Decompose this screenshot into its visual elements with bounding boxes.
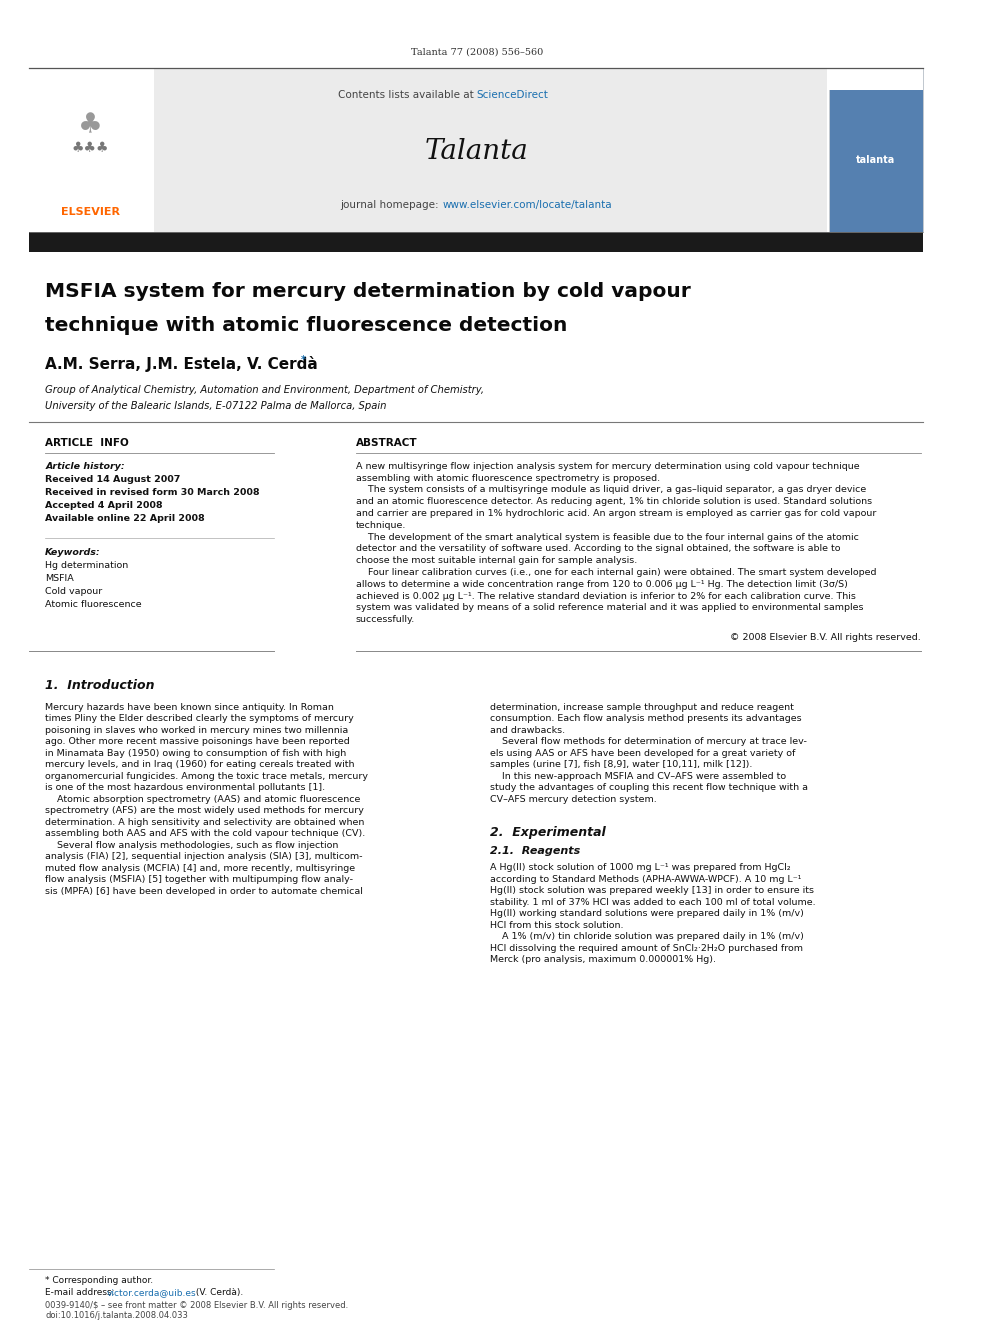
Text: successfully.: successfully. — [356, 615, 415, 624]
Text: spectrometry (AFS) are the most widely used methods for mercury: spectrometry (AFS) are the most widely u… — [46, 807, 364, 815]
Text: Article history:: Article history: — [46, 462, 125, 471]
Text: Several flow methods for determination of mercury at trace lev-: Several flow methods for determination o… — [490, 737, 807, 746]
Bar — [29, 232, 923, 251]
Text: ELSEVIER: ELSEVIER — [61, 206, 120, 217]
Text: Accepted 4 April 2008: Accepted 4 April 2008 — [46, 501, 163, 509]
Text: 2.1.  Reagents: 2.1. Reagents — [490, 847, 580, 856]
Text: assembling with atomic fluorescence spectrometry is proposed.: assembling with atomic fluorescence spec… — [356, 474, 660, 483]
Text: 0039-9140/$ – see front matter © 2008 Elsevier B.V. All rights reserved.: 0039-9140/$ – see front matter © 2008 El… — [46, 1302, 348, 1311]
Text: flow analysis (MSFIA) [5] together with multipumping flow analy-: flow analysis (MSFIA) [5] together with … — [46, 876, 353, 884]
Text: Group of Analytical Chemistry, Automation and Environment, Department of Chemist: Group of Analytical Chemistry, Automatio… — [46, 385, 484, 394]
Text: ARTICLE  INFO: ARTICLE INFO — [46, 438, 129, 447]
Text: Talanta 77 (2008) 556–560: Talanta 77 (2008) 556–560 — [411, 48, 543, 57]
Text: poisoning in slaves who worked in mercury mines two millennia: poisoning in slaves who worked in mercur… — [46, 726, 348, 734]
Text: els using AAS or AFS have been developed for a great variety of: els using AAS or AFS have been developed… — [490, 749, 796, 758]
Text: system was validated by means of a solid reference material and it was applied t: system was validated by means of a solid… — [356, 603, 863, 613]
Text: The system consists of a multisyringe module as liquid driver, a gas–liquid sepa: The system consists of a multisyringe mo… — [356, 486, 866, 495]
Text: and an atomic fluorescence detector. As reducing agent, 1% tin chloride solution: and an atomic fluorescence detector. As … — [356, 497, 872, 507]
Text: Several flow analysis methodologies, such as flow injection: Several flow analysis methodologies, suc… — [46, 841, 338, 849]
Text: Cold vapour: Cold vapour — [46, 587, 102, 595]
Text: A new multisyringe flow injection analysis system for mercury determination usin: A new multisyringe flow injection analys… — [356, 462, 859, 471]
Text: In this new-approach MSFIA and CV–AFS were assembled to: In this new-approach MSFIA and CV–AFS we… — [490, 771, 787, 781]
Text: victor.cerda@uib.es: victor.cerda@uib.es — [107, 1289, 196, 1298]
Text: Merck (pro analysis, maximum 0.000001% Hg).: Merck (pro analysis, maximum 0.000001% H… — [490, 955, 716, 964]
Text: according to Standard Methods (APHA-AWWA-WPCF). A 10 mg L⁻¹: according to Standard Methods (APHA-AWWA… — [490, 875, 802, 884]
Text: analysis (FIA) [2], sequential injection analysis (SIA) [3], multicom-: analysis (FIA) [2], sequential injection… — [46, 852, 363, 861]
Text: MSFIA: MSFIA — [46, 574, 74, 582]
Text: 1.  Introduction: 1. Introduction — [46, 679, 155, 692]
Text: determination. A high sensitivity and selectivity are obtained when: determination. A high sensitivity and se… — [46, 818, 364, 827]
Text: allows to determine a wide concentration range from 120 to 0.006 μg L⁻¹ Hg. The : allows to determine a wide concentration… — [356, 579, 847, 589]
Text: Talanta: Talanta — [425, 139, 529, 165]
Text: ♣♣♣: ♣♣♣ — [71, 142, 109, 155]
Bar — [154, 67, 826, 232]
Text: Contents lists available at: Contents lists available at — [337, 90, 477, 101]
Text: doi:10.1016/j.talanta.2008.04.033: doi:10.1016/j.talanta.2008.04.033 — [46, 1311, 188, 1320]
Text: Mercury hazards have been known since antiquity. In Roman: Mercury hazards have been known since an… — [46, 703, 334, 712]
Text: © 2008 Elsevier B.V. All rights reserved.: © 2008 Elsevier B.V. All rights reserved… — [730, 632, 921, 642]
Text: HCl dissolving the required amount of SnCl₂·2H₂O purchased from: HCl dissolving the required amount of Sn… — [490, 943, 804, 953]
Text: Four linear calibration curves (i.e., one for each internal gain) were obtained.: Four linear calibration curves (i.e., on… — [356, 568, 876, 577]
Text: study the advantages of coupling this recent flow technique with a: study the advantages of coupling this re… — [490, 783, 808, 792]
Text: *: * — [301, 355, 306, 365]
Text: ♣: ♣ — [78, 111, 103, 139]
Text: times Pliny the Elder described clearly the symptoms of mercury: times Pliny the Elder described clearly … — [46, 714, 354, 724]
Bar — [828, 67, 923, 232]
Text: ABSTRACT: ABSTRACT — [356, 438, 418, 447]
Text: ScienceDirect: ScienceDirect — [477, 90, 549, 101]
Text: Available online 22 April 2008: Available online 22 April 2008 — [46, 513, 205, 523]
Text: HCl from this stock solution.: HCl from this stock solution. — [490, 921, 624, 930]
Text: Keywords:: Keywords: — [46, 548, 101, 557]
Text: 2.  Experimental: 2. Experimental — [490, 827, 606, 839]
Text: samples (urine [7], fish [8,9], water [10,11], milk [12]).: samples (urine [7], fish [8,9], water [1… — [490, 761, 753, 770]
Text: Received 14 August 2007: Received 14 August 2007 — [46, 475, 181, 484]
Text: www.elsevier.com/locate/talanta: www.elsevier.com/locate/talanta — [442, 200, 612, 210]
Text: technique with atomic fluorescence detection: technique with atomic fluorescence detec… — [46, 316, 567, 335]
Text: talanta: talanta — [856, 155, 896, 165]
Text: A Hg(II) stock solution of 1000 mg L⁻¹ was prepared from HgCl₂: A Hg(II) stock solution of 1000 mg L⁻¹ w… — [490, 864, 791, 872]
Text: MSFIA system for mercury determination by cold vapour: MSFIA system for mercury determination b… — [46, 282, 691, 302]
Text: Hg(II) working standard solutions were prepared daily in 1% (m/v): Hg(II) working standard solutions were p… — [490, 909, 805, 918]
Text: is one of the most hazardous environmental pollutants [1].: is one of the most hazardous environment… — [46, 783, 325, 792]
Text: mercury levels, and in Iraq (1960) for eating cereals treated with: mercury levels, and in Iraq (1960) for e… — [46, 761, 355, 770]
Text: assembling both AAS and AFS with the cold vapour technique (CV).: assembling both AAS and AFS with the col… — [46, 830, 365, 839]
Text: achieved is 0.002 μg L⁻¹. The relative standard deviation is inferior to 2% for : achieved is 0.002 μg L⁻¹. The relative s… — [356, 591, 855, 601]
Text: in Minamata Bay (1950) owing to consumption of fish with high: in Minamata Bay (1950) owing to consumpt… — [46, 749, 346, 758]
Text: sis (MPFA) [6] have been developed in order to automate chemical: sis (MPFA) [6] have been developed in or… — [46, 886, 363, 896]
Text: University of the Balearic Islands, E-07122 Palma de Mallorca, Spain: University of the Balearic Islands, E-07… — [46, 401, 387, 411]
Text: CV–AFS mercury detection system.: CV–AFS mercury detection system. — [490, 795, 657, 804]
Text: organomercurial fungicides. Among the toxic trace metals, mercury: organomercurial fungicides. Among the to… — [46, 771, 368, 781]
Text: (V. Cerdà).: (V. Cerdà). — [193, 1289, 243, 1298]
Text: and drawbacks.: and drawbacks. — [490, 726, 565, 734]
Text: A 1% (m/v) tin chloride solution was prepared daily in 1% (m/v): A 1% (m/v) tin chloride solution was pre… — [490, 933, 805, 942]
Text: * Corresponding author.: * Corresponding author. — [46, 1277, 154, 1286]
Text: journal homepage:: journal homepage: — [340, 200, 442, 210]
Text: choose the most suitable internal gain for sample analysis.: choose the most suitable internal gain f… — [356, 556, 637, 565]
Bar — [828, 0, 923, 90]
Text: technique.: technique. — [356, 521, 406, 529]
Text: stability. 1 ml of 37% HCl was added to each 100 ml of total volume.: stability. 1 ml of 37% HCl was added to … — [490, 898, 815, 906]
Text: E-mail address:: E-mail address: — [46, 1289, 118, 1298]
Text: Hg(II) stock solution was prepared weekly [13] in order to ensure its: Hg(II) stock solution was prepared weekl… — [490, 886, 814, 896]
Text: Atomic fluorescence: Atomic fluorescence — [46, 599, 142, 609]
Text: determination, increase sample throughput and reduce reagent: determination, increase sample throughpu… — [490, 703, 795, 712]
Text: Atomic absorption spectrometry (AAS) and atomic fluorescence: Atomic absorption spectrometry (AAS) and… — [46, 795, 360, 804]
Text: detector and the versatility of software used. According to the signal obtained,: detector and the versatility of software… — [356, 544, 840, 553]
Text: The development of the smart analytical system is feasible due to the four inter: The development of the smart analytical … — [356, 533, 858, 541]
Text: ago. Other more recent massive poisonings have been reported: ago. Other more recent massive poisoning… — [46, 737, 350, 746]
Text: Received in revised form 30 March 2008: Received in revised form 30 March 2008 — [46, 488, 260, 497]
Text: and carrier are prepared in 1% hydrochloric acid. An argon stream is employed as: and carrier are prepared in 1% hydrochlo… — [356, 509, 876, 519]
Text: Hg determination: Hg determination — [46, 561, 128, 570]
Bar — [29, 67, 154, 232]
Text: consumption. Each flow analysis method presents its advantages: consumption. Each flow analysis method p… — [490, 714, 802, 724]
Text: muted flow analysis (MCFIA) [4] and, more recently, multisyringe: muted flow analysis (MCFIA) [4] and, mor… — [46, 864, 355, 873]
Text: A.M. Serra, J.M. Estela, V. Cerdà: A.M. Serra, J.M. Estela, V. Cerdà — [46, 356, 317, 372]
